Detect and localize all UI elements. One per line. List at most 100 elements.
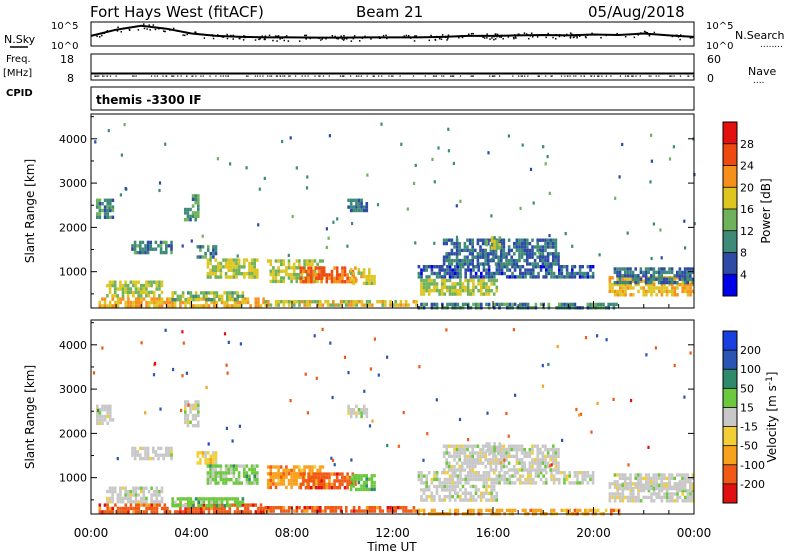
- heatmap-cell: [681, 486, 684, 491]
- heatmap-cell: [209, 478, 212, 482]
- heatmap-cell: [451, 285, 454, 289]
- heatmap-cell: [109, 202, 112, 206]
- heatmap-cell: [116, 493, 120, 497]
- x-tick-label: 00:00: [677, 526, 712, 540]
- heatmap-cell: [140, 300, 143, 305]
- heatmap-cell: [655, 286, 658, 290]
- heatmap-cell: [689, 289, 692, 294]
- heatmap-cell: [652, 279, 656, 283]
- heatmap-cell: [442, 258, 446, 263]
- heatmap-cell: [113, 486, 117, 490]
- heatmap-cell: [281, 139, 284, 144]
- heatmap-cell: [211, 471, 215, 475]
- heatmap-cell: [197, 407, 200, 411]
- heatmap-cell: [531, 245, 534, 249]
- heatmap-cell: [360, 411, 363, 415]
- heatmap-cell: [106, 304, 109, 308]
- heatmap-cell: [204, 451, 207, 455]
- heatmap-cell: [152, 247, 155, 251]
- heatmap-cell: [647, 445, 650, 449]
- heatmap-cell: [513, 471, 517, 475]
- heatmap-cell: [235, 275, 238, 279]
- heatmap-cell: [472, 302, 475, 307]
- heatmap-cell: [448, 255, 451, 259]
- heatmap-cell: [683, 277, 687, 281]
- heatmap-cell: [691, 476, 695, 481]
- heatmap-cell: [573, 275, 577, 279]
- heatmap-cell: [485, 449, 489, 453]
- heatmap-cell: [546, 451, 550, 455]
- noise-point: [258, 38, 260, 41]
- heatmap-cell: [235, 467, 238, 472]
- heatmap-cell: [634, 267, 637, 271]
- heatmap-cell: [171, 291, 174, 295]
- noise-point: [331, 35, 334, 37]
- heatmap-cell: [442, 468, 446, 472]
- heatmap-cell: [236, 298, 239, 302]
- heatmap-cell: [586, 481, 590, 485]
- heatmap-cell: [671, 492, 674, 496]
- heatmap-cell: [196, 461, 200, 465]
- heatmap-cell: [248, 474, 251, 478]
- heatmap-cell: [670, 280, 674, 285]
- heatmap-cell: [445, 238, 448, 242]
- noise-point: [637, 33, 639, 35]
- heatmap-cell: [611, 286, 614, 290]
- heatmap-cell: [101, 421, 104, 425]
- heatmap-cell: [495, 508, 499, 513]
- heatmap-cell: [484, 444, 487, 448]
- heatmap-cell: [557, 464, 560, 469]
- heatmap-cell: [481, 451, 485, 455]
- heatmap-cell: [448, 275, 452, 279]
- heatmap-cell: [632, 495, 635, 500]
- heatmap-cell: [468, 258, 472, 263]
- heatmap-cell: [629, 499, 632, 503]
- heatmap-cell: [153, 297, 156, 301]
- heatmap-cell: [521, 508, 525, 513]
- heatmap-cell: [471, 238, 474, 242]
- heatmap-cell: [508, 275, 512, 279]
- heatmap-cell: [227, 268, 230, 272]
- nave-point: [545, 75, 547, 77]
- heatmap-cell: [362, 208, 366, 213]
- heatmap-cell: [147, 503, 151, 507]
- heatmap-cell: [471, 255, 474, 259]
- heatmap-cell: [544, 248, 547, 253]
- heatmap-cell: [546, 238, 550, 242]
- heatmap-cell: [503, 471, 506, 475]
- heatmap-cell: [101, 202, 104, 206]
- heatmap-cell: [194, 424, 197, 428]
- heatmap-cell: [435, 484, 439, 489]
- heatmap-cell: [448, 302, 452, 307]
- heatmap-cell: [365, 474, 368, 478]
- heatmap-cell: [472, 282, 475, 286]
- heatmap-cell: [515, 258, 519, 263]
- heatmap-cell: [676, 274, 679, 278]
- heatmap-cell: [456, 508, 460, 513]
- heatmap-cell: [488, 449, 491, 453]
- heatmap-cell: [328, 479, 331, 483]
- heatmap-cell: [686, 289, 690, 294]
- heatmap-cell: [119, 300, 122, 305]
- noise-point: [341, 38, 344, 40]
- heatmap-cell: [433, 271, 436, 276]
- heatmap-cell: [158, 294, 161, 298]
- nave-point: [301, 75, 303, 77]
- noise-point: [117, 26, 119, 28]
- noise-point: [547, 32, 549, 35]
- heatmap-cell: [373, 509, 377, 513]
- heatmap-cell: [145, 503, 148, 507]
- heatmap-cell: [456, 271, 460, 276]
- noise-point: [496, 35, 498, 38]
- heatmap-cell: [111, 500, 114, 504]
- heatmap-cell: [546, 454, 550, 459]
- heatmap-cell: [248, 481, 251, 485]
- heatmap-cell: [456, 275, 460, 279]
- heatmap-cell: [629, 276, 632, 280]
- heatmap-cell: [347, 303, 351, 307]
- heatmap-cell: [368, 268, 371, 272]
- heatmap-cell: [440, 285, 444, 289]
- heatmap-cell: [134, 510, 138, 514]
- heatmap-cell: [134, 489, 138, 494]
- heatmap-cell: [235, 261, 238, 266]
